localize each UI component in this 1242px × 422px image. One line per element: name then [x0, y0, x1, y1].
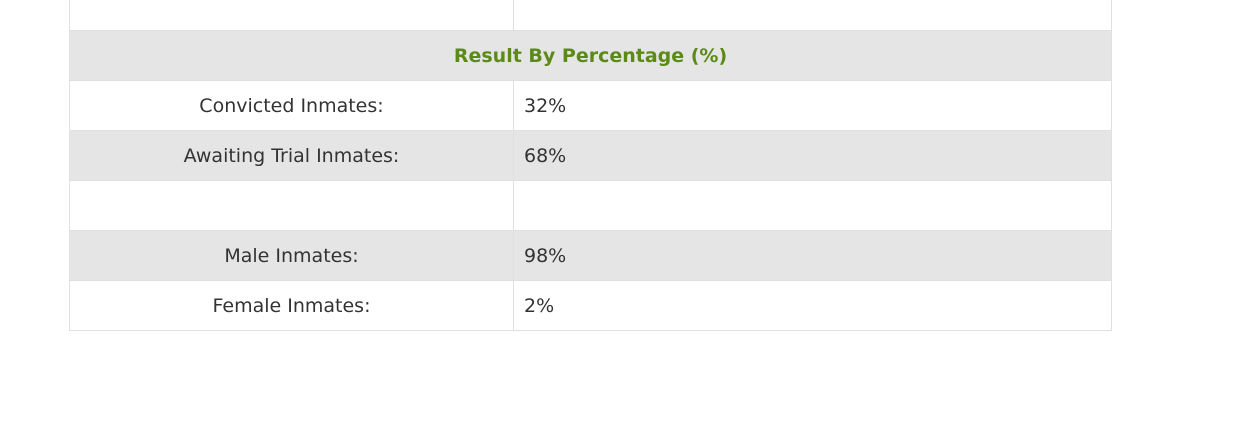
row: Female Inmates: 2%	[69, 280, 1112, 331]
row-value: 68%	[513, 130, 1112, 181]
row-label: Male Inmates:	[69, 230, 514, 281]
row: Male Inmates: 98%	[69, 230, 1112, 281]
row-value: 2%	[513, 280, 1112, 331]
header-row: Result By Percentage (%)	[69, 30, 1112, 81]
cell	[513, 180, 1112, 231]
cell	[69, 180, 514, 231]
row: Awaiting Trial Inmates: 68%	[69, 130, 1112, 181]
row	[69, 180, 1112, 231]
row	[69, 0, 1112, 31]
row-value: 98%	[513, 230, 1112, 281]
row: Convicted Inmates: 32%	[69, 80, 1112, 131]
cell	[69, 0, 514, 31]
cell	[513, 0, 1112, 31]
row-label: Awaiting Trial Inmates:	[69, 130, 514, 181]
row-label: Female Inmates:	[69, 280, 514, 331]
stats-table: Result By Percentage (%) Convicted Inmat…	[69, 0, 1112, 331]
row-value: 32%	[513, 80, 1112, 131]
row-label: Convicted Inmates:	[69, 80, 514, 131]
table-title: Result By Percentage (%)	[69, 30, 1112, 81]
